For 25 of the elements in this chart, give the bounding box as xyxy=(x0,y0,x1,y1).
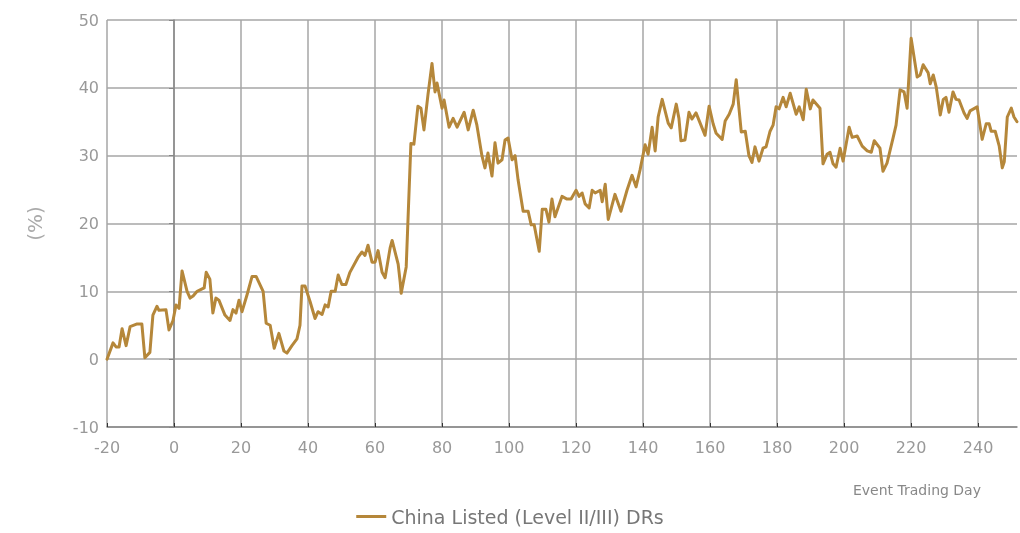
y-tick-label: 20 xyxy=(78,214,99,233)
y-tick-label: 50 xyxy=(78,10,99,30)
x-tick-label: 160 xyxy=(694,437,726,457)
x-tick-label: 100 xyxy=(493,437,525,457)
y-tick-label: 30 xyxy=(78,146,99,166)
x-tick-label: 120 xyxy=(560,437,592,457)
x-tick-label: 40 xyxy=(297,437,319,457)
x-tick-label: 240 xyxy=(962,437,994,457)
x-tick-label: 80 xyxy=(431,437,453,457)
y-axis-title: (%) xyxy=(23,206,47,241)
x-tick-label: 140 xyxy=(627,437,659,457)
x-tick-label: -20 xyxy=(93,437,121,457)
x-tick-label: 20 xyxy=(230,437,252,457)
y-tick-label: -10 xyxy=(72,417,99,437)
x-tick-label: 220 xyxy=(895,437,927,457)
y-tick-label: 40 xyxy=(78,78,99,98)
x-tick-label: 180 xyxy=(761,437,793,457)
x-tick-label: 200 xyxy=(828,437,860,457)
x-tick-label: 0 xyxy=(168,437,180,457)
line-series xyxy=(105,36,1019,361)
x-axis-title: Event Trading Day xyxy=(852,482,981,498)
x-tick-label: 60 xyxy=(364,437,386,457)
y-tick-label: 0 xyxy=(88,349,99,369)
y-tick-label: 10 xyxy=(78,281,99,301)
legend-label: China Listed (Level II/III) DRs xyxy=(391,505,664,528)
